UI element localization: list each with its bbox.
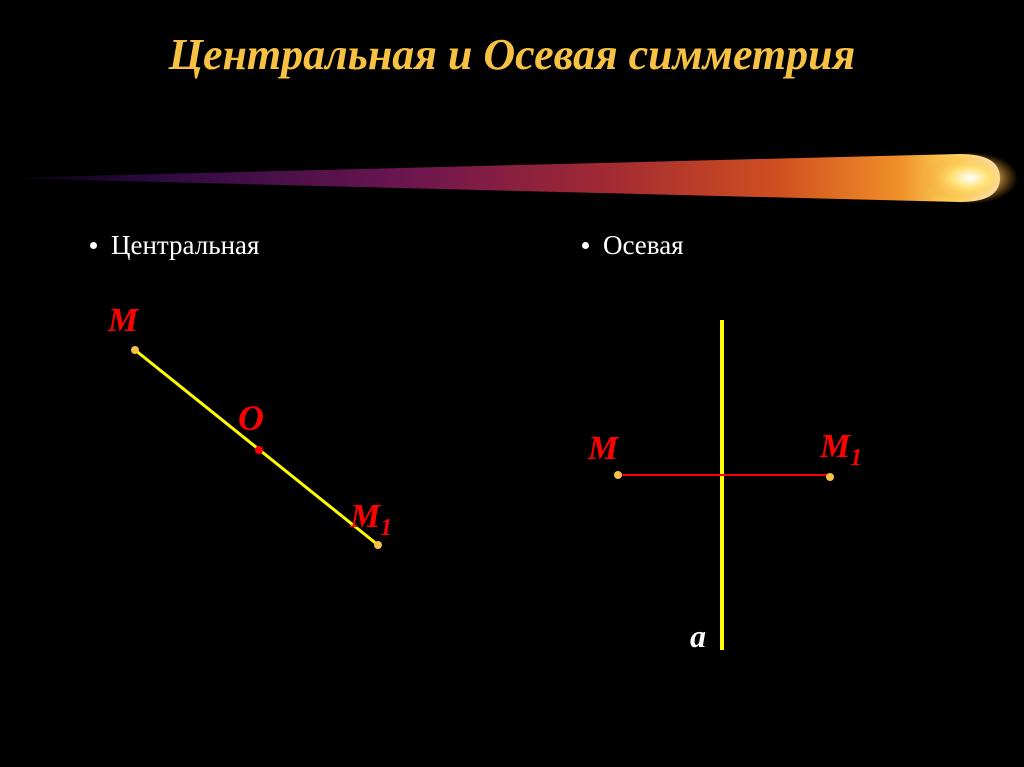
columns-container: Центральная Осевая [0,230,1024,261]
label-central-M: М [108,302,138,340]
label-axial-a: a [690,618,706,655]
comet-divider [0,148,1024,208]
diagram-area: М О М1 М М1 a [0,300,1024,720]
left-bullet: Центральная [90,230,472,261]
left-column: Центральная [0,230,512,261]
label-central-M1: М1 [350,498,392,542]
left-bullet-text: Центральная [111,230,259,261]
label-axial-M: М [588,430,618,468]
label-axial-M1: М1 [820,428,862,472]
bullet-dot-icon [90,242,97,249]
label-central-O: О [238,397,264,439]
slide-title: Центральная и Осевая симметрия [0,0,1024,81]
right-bullet: Осевая [582,230,984,261]
bullet-dot-icon [582,242,589,249]
right-bullet-text: Осевая [603,230,684,261]
diagrams-svg [0,300,1024,720]
right-column: Осевая [512,230,1024,261]
